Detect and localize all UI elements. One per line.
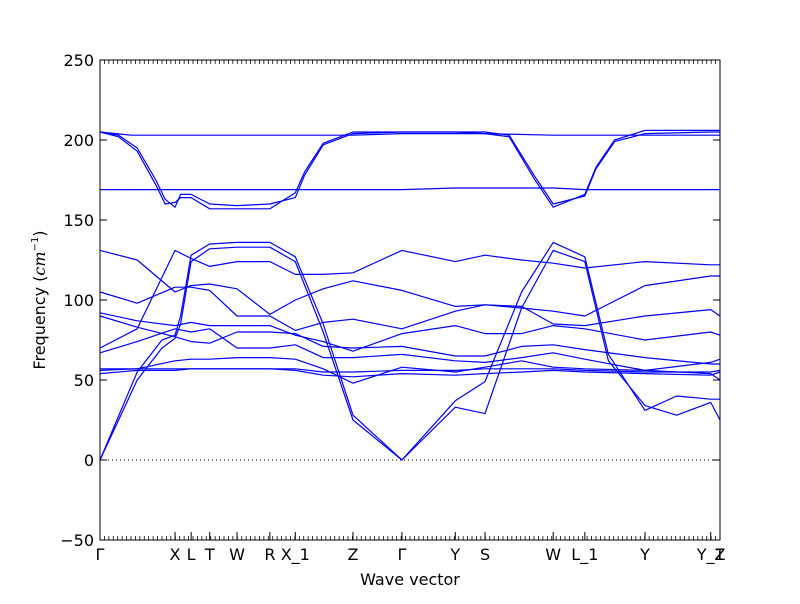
y-axis-label-suffix: ): [30, 230, 49, 236]
band-line-6: [99, 246, 721, 461]
y-tick-label: 250: [63, 51, 94, 70]
band-line-10: [99, 312, 721, 352]
y-axis-label-unit: cm: [30, 251, 49, 275]
band-line-11: [99, 315, 720, 365]
band-line-12: [99, 328, 721, 381]
x-axis-label: Wave vector: [360, 570, 460, 589]
band-line-5: [99, 241, 720, 461]
x-tick-label: W: [229, 545, 245, 564]
y-axis-label-prefix: Frequency (: [30, 276, 49, 370]
y-tick-label: 50: [74, 371, 94, 390]
band-line-2: [99, 131, 720, 208]
y-tick-label: 0: [84, 451, 94, 470]
plot-frame: [99, 59, 721, 541]
x-tick-label: L_1: [571, 545, 598, 565]
x-tick-label: X: [170, 545, 181, 564]
y-axis-label: Frequency (cm−1): [30, 230, 49, 369]
band-series: [99, 129, 721, 461]
band-line-7: [99, 249, 720, 349]
x-tick-label: Γ: [96, 545, 105, 564]
band-line-9: [99, 286, 721, 331]
x-tick-label: X_1: [281, 545, 310, 565]
x-tick-label: Y: [639, 545, 650, 564]
x-tick-label: Z: [347, 545, 358, 564]
x-tick-label: Γ: [397, 545, 406, 564]
x-tick-label: Y: [449, 545, 460, 564]
x-tick-label: T: [204, 545, 215, 564]
band-line-1: [99, 131, 720, 136]
y-tick-label: −50: [60, 531, 94, 550]
band-line-15: [99, 368, 721, 373]
y-tick-label: 200: [63, 131, 94, 150]
x-tick-label: Z: [715, 545, 726, 564]
y-tick-label: 150: [63, 211, 94, 230]
band-line-4: [100, 187, 720, 191]
x-tick-label: R: [264, 545, 275, 564]
y-tick-label: 100: [63, 291, 94, 310]
x-tick-label: S: [480, 545, 490, 564]
x-tick-label: Y_1: [696, 545, 725, 565]
x-tick-label: L: [187, 545, 196, 564]
band-line-8: [99, 249, 720, 317]
x-tick-label: W: [545, 545, 561, 564]
x-tick-labels: Γ X L T W R X_1 Z Γ Y S W L_1 Y Y_1Z: [96, 545, 726, 565]
band-line-3: [99, 129, 720, 210]
band-line-13: [100, 357, 721, 384]
y-tick-labels: −50 0 50 100 150 200 250: [60, 51, 94, 550]
y-axis-label-exponent: −1: [30, 237, 41, 252]
